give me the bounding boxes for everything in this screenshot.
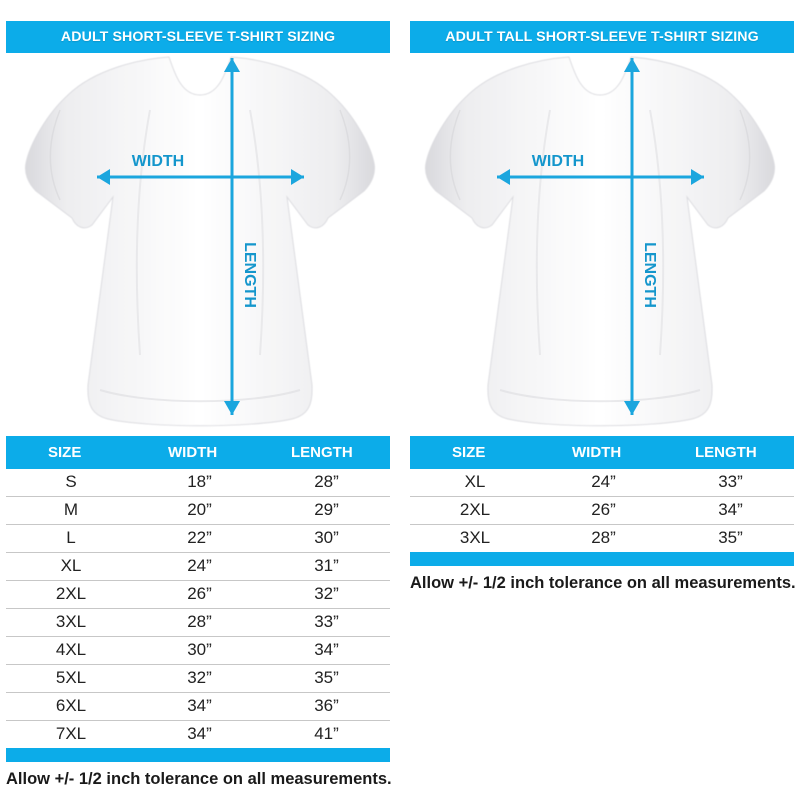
svg-text:LENGTH: LENGTH	[641, 242, 658, 308]
svg-text:WIDTH: WIDTH	[532, 153, 584, 170]
svg-text:LENGTH: LENGTH	[241, 242, 258, 308]
svg-text:WIDTH: WIDTH	[132, 153, 184, 170]
